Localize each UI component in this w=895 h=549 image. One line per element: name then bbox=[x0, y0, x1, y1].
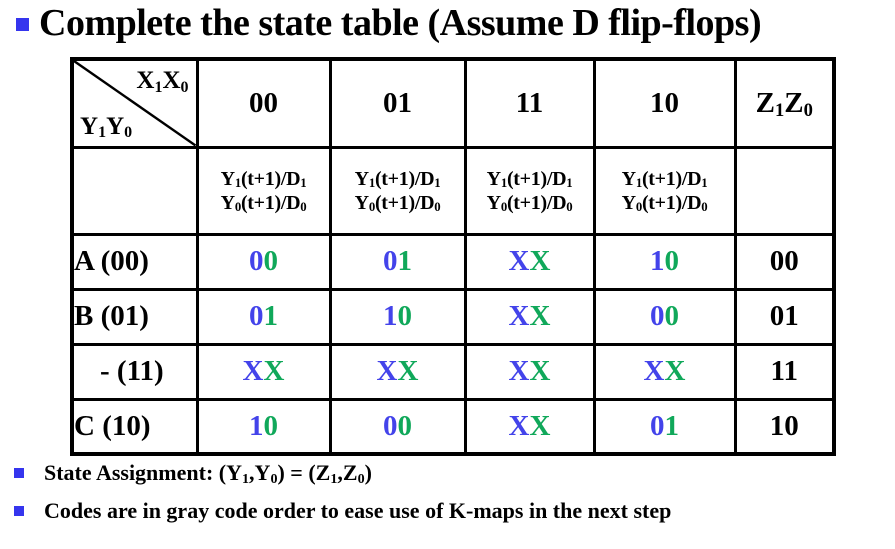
next-y1: X bbox=[508, 245, 530, 277]
row-label: A (00) bbox=[70, 232, 199, 291]
note-state-assignment: State Assignment: (Y1,Y0) = (Z1,Z0) bbox=[14, 460, 671, 486]
next-y0: X bbox=[664, 355, 686, 387]
bullet-square-icon bbox=[14, 468, 24, 478]
definition-cell: Y1(t+1)/D1 Y0(t+1)/D0 bbox=[592, 145, 737, 236]
next-y1: X bbox=[242, 355, 264, 387]
next-y0: X bbox=[263, 355, 285, 387]
next-y1: 0 bbox=[383, 409, 398, 442]
col-header-10: 10 bbox=[592, 57, 737, 149]
next-y0: X bbox=[529, 355, 551, 387]
next-y0: X bbox=[397, 355, 419, 387]
definition-line2: Y0(t+1)/D0 bbox=[354, 191, 441, 215]
next-y0: 0 bbox=[664, 245, 680, 277]
next-state-cell: 00 bbox=[195, 232, 332, 291]
next-state-cell: XX bbox=[195, 342, 332, 401]
slide-title-row: Complete the state table (Assume D flip-… bbox=[16, 2, 762, 46]
corner-diagonal-line bbox=[74, 61, 196, 146]
next-state-cell: 10 bbox=[328, 287, 467, 346]
next-y0: X bbox=[529, 300, 551, 332]
next-y0: 0 bbox=[397, 409, 413, 442]
next-y1: 0 bbox=[249, 245, 264, 277]
next-y0: 1 bbox=[664, 409, 680, 442]
next-y1: 1 bbox=[249, 409, 264, 442]
next-y0: 0 bbox=[263, 245, 279, 277]
definition-line1: Y1(t+1)/D1 bbox=[354, 167, 441, 191]
output-cell: 00 bbox=[733, 232, 836, 291]
next-y1: X bbox=[508, 355, 530, 387]
row-label: B (01) bbox=[70, 287, 199, 346]
next-state-cell: XX bbox=[463, 232, 596, 291]
table-row-A: A (00) 00 01 XX 10 00 bbox=[70, 232, 836, 291]
next-y0: 0 bbox=[263, 409, 279, 442]
next-state-cell: XX bbox=[328, 342, 467, 401]
next-y0: 1 bbox=[397, 245, 413, 277]
next-state-cell: 01 bbox=[328, 232, 467, 291]
definition-row: Y1(t+1)/D1 Y0(t+1)/D0 Y1(t+1)/D1 Y0(t+1)… bbox=[70, 145, 836, 236]
col-header-01: 01 bbox=[328, 57, 467, 149]
definition-cell: Y1(t+1)/D1 Y0(t+1)/D0 bbox=[195, 145, 332, 236]
next-state-cell: 01 bbox=[592, 397, 737, 456]
row-label: C (10) bbox=[70, 397, 199, 456]
next-state-cell: 10 bbox=[195, 397, 332, 456]
output-cell: 11 bbox=[733, 342, 836, 401]
next-y1: 0 bbox=[650, 409, 665, 442]
output-cell: 10 bbox=[733, 397, 836, 456]
empty-cell bbox=[70, 145, 199, 236]
col-header-00: 00 bbox=[195, 57, 332, 149]
next-state-cell: 10 bbox=[592, 232, 737, 291]
page-title: Complete the state table (Assume D flip-… bbox=[39, 2, 762, 44]
state-table: X1X0 Y1Y0 00 01 11 10 Z1Z0 Y1(t+1)/D1 Y0… bbox=[70, 57, 836, 456]
next-y0: 0 bbox=[397, 300, 413, 332]
row-label: - (11) bbox=[70, 342, 199, 401]
col-header-11: 11 bbox=[463, 57, 596, 149]
bullet-square-icon bbox=[14, 506, 24, 517]
next-y1: X bbox=[508, 409, 530, 442]
table-row-B: B (01) 01 10 XX 00 01 bbox=[70, 287, 836, 346]
table-row-C: C (10) 10 00 XX 01 10 bbox=[70, 397, 836, 456]
next-state-cell: 00 bbox=[328, 397, 467, 456]
definition-line2: Y0(t+1)/D0 bbox=[621, 191, 708, 215]
next-y1: 0 bbox=[249, 300, 264, 332]
corner-cell: X1X0 Y1Y0 bbox=[70, 57, 199, 149]
note-text: State Assignment: (Y1,Y0) = (Z1,Z0) bbox=[44, 460, 372, 488]
col-header-output: Z1Z0 bbox=[733, 57, 836, 149]
output-cell: 01 bbox=[733, 287, 836, 346]
definition-line1: Y1(t+1)/D1 bbox=[486, 167, 573, 191]
definition-line1: Y1(t+1)/D1 bbox=[621, 167, 708, 191]
next-y1: X bbox=[508, 300, 530, 332]
next-state-cell: XX bbox=[592, 342, 737, 401]
next-y0: 1 bbox=[263, 300, 279, 332]
next-y1: 0 bbox=[383, 245, 398, 277]
next-y1: 1 bbox=[383, 300, 398, 332]
corner-state-label: Y1Y0 bbox=[80, 112, 133, 142]
next-state-cell: 01 bbox=[195, 287, 332, 346]
next-y1: 1 bbox=[650, 245, 665, 277]
definition-line2: Y0(t+1)/D0 bbox=[220, 191, 307, 215]
next-y0: 0 bbox=[664, 300, 680, 332]
definition-cell: Y1(t+1)/D1 Y0(t+1)/D0 bbox=[463, 145, 596, 236]
definition-line1: Y1(t+1)/D1 bbox=[220, 167, 307, 191]
next-y1: X bbox=[643, 355, 665, 387]
definition-line2: Y0(t+1)/D0 bbox=[486, 191, 573, 215]
definition-cell: Y1(t+1)/D1 Y0(t+1)/D0 bbox=[328, 145, 467, 236]
note-text: Codes are in gray code order to ease use… bbox=[44, 498, 672, 524]
next-y0: X bbox=[529, 409, 551, 442]
next-state-cell: XX bbox=[463, 287, 596, 346]
notes-section: State Assignment: (Y1,Y0) = (Z1,Z0) Code… bbox=[14, 460, 671, 537]
table-header-row: X1X0 Y1Y0 00 01 11 10 Z1Z0 bbox=[70, 57, 836, 149]
corner-inputs-label: X1X0 bbox=[136, 67, 189, 96]
note-gray-code: Codes are in gray code order to ease use… bbox=[14, 498, 671, 524]
next-state-cell: XX bbox=[463, 397, 596, 456]
next-state-cell: 00 bbox=[592, 287, 737, 346]
next-y0: X bbox=[529, 245, 551, 277]
table-row-dash: - (11) XX XX XX XX 11 bbox=[70, 342, 836, 401]
next-y1: X bbox=[376, 355, 398, 387]
next-state-cell: XX bbox=[463, 342, 596, 401]
bullet-square-icon bbox=[16, 18, 29, 31]
next-y1: 0 bbox=[650, 300, 665, 332]
empty-cell bbox=[733, 145, 836, 236]
